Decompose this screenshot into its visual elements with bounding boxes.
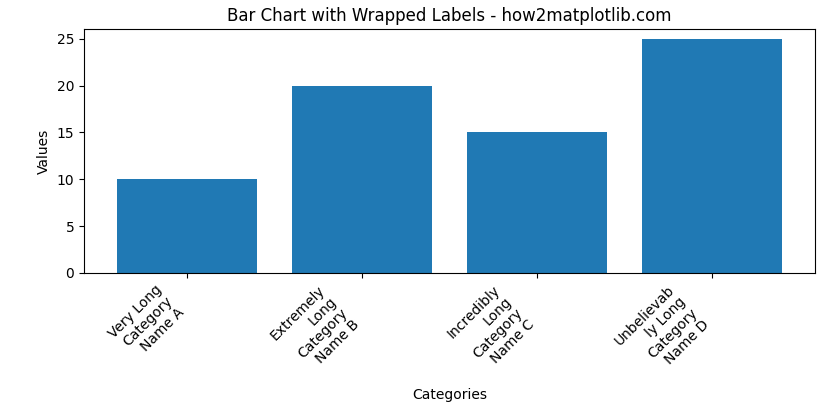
Y-axis label: Values: Values xyxy=(37,129,51,174)
X-axis label: Categories: Categories xyxy=(412,388,487,402)
Bar xyxy=(467,132,606,273)
Bar xyxy=(292,86,432,273)
Bar xyxy=(118,179,257,273)
Title: Bar Chart with Wrapped Labels - how2matplotlib.com: Bar Chart with Wrapped Labels - how2matp… xyxy=(227,7,672,25)
Bar xyxy=(642,39,781,273)
